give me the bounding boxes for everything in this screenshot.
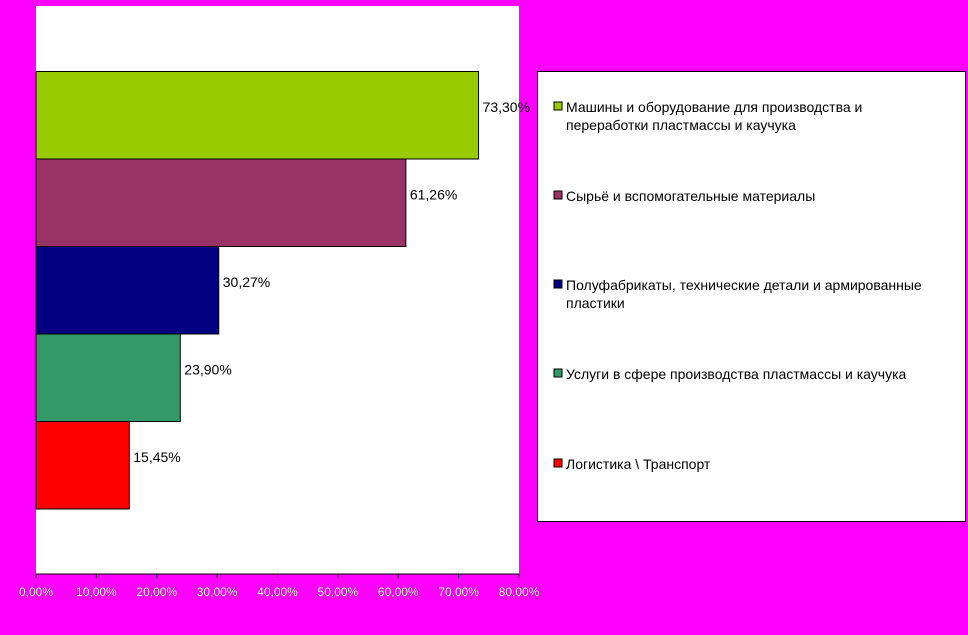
- legend-box: [537, 71, 966, 522]
- bar-value-label-3: 30,27%: [223, 274, 270, 290]
- x-tick-label-1: 10,00%: [76, 585, 117, 599]
- x-tick-label-6: 60,00%: [378, 585, 419, 599]
- bar-5: [35, 421, 130, 510]
- legend-label-3-line-2: пластики: [566, 295, 625, 311]
- legend-label-5-line-1: Логистика \ Транспорт: [566, 456, 711, 472]
- bar-value-label-1: 73,30%: [483, 99, 530, 115]
- bars-layer: [35, 71, 480, 510]
- legend: Машины и оборудование для производства и…: [537, 71, 966, 522]
- legend-swatch-4: [553, 368, 563, 378]
- bar-value-label-4: 23,90%: [184, 361, 231, 377]
- bar-2: [35, 158, 407, 247]
- legend-swatch-3: [553, 279, 563, 289]
- x-tick-label-2: 20,00%: [136, 585, 177, 599]
- x-tick-label-7: 70,00%: [438, 585, 479, 599]
- bar-value-label-5: 15,45%: [133, 449, 180, 465]
- bar-3: [35, 246, 220, 335]
- legend-label-4-line-1: Услуги в сфере производства пластмассы и…: [566, 366, 907, 382]
- x-axis: 0,00% 10,00% 20,00% 30,00% 40,00% 50,00% 60,00…: [19, 573, 540, 599]
- bar-1: [35, 71, 480, 160]
- x-tick-label-8: 80,00%: [499, 585, 540, 599]
- x-tick-label-0: 0,00%: [19, 585, 53, 599]
- x-tick-label-4: 40,00%: [257, 585, 298, 599]
- legend-label-1-line-2: переработки пластмассы и каучука: [566, 117, 796, 133]
- legend-swatch-5: [553, 458, 563, 468]
- x-tick-label-3: 30,00%: [197, 585, 238, 599]
- bar-4: [35, 333, 181, 422]
- legend-label-3-line-1: Полуфабрикаты, технические детали и арми…: [566, 277, 922, 293]
- legend-swatch-2: [553, 190, 563, 200]
- legend-label-2-line-1: Сырьё и вспомогательные материалы: [566, 188, 815, 204]
- legend-swatch-1: [553, 101, 563, 111]
- x-tick-label-5: 50,00%: [318, 585, 359, 599]
- legend-label-1-line-1: Машины и оборудование для производства и: [566, 99, 862, 115]
- bar-value-label-2: 61,26%: [410, 186, 457, 202]
- value-labels-layer: 73,30% 61,26% 30,27% 23,90% 15,45%: [133, 99, 530, 465]
